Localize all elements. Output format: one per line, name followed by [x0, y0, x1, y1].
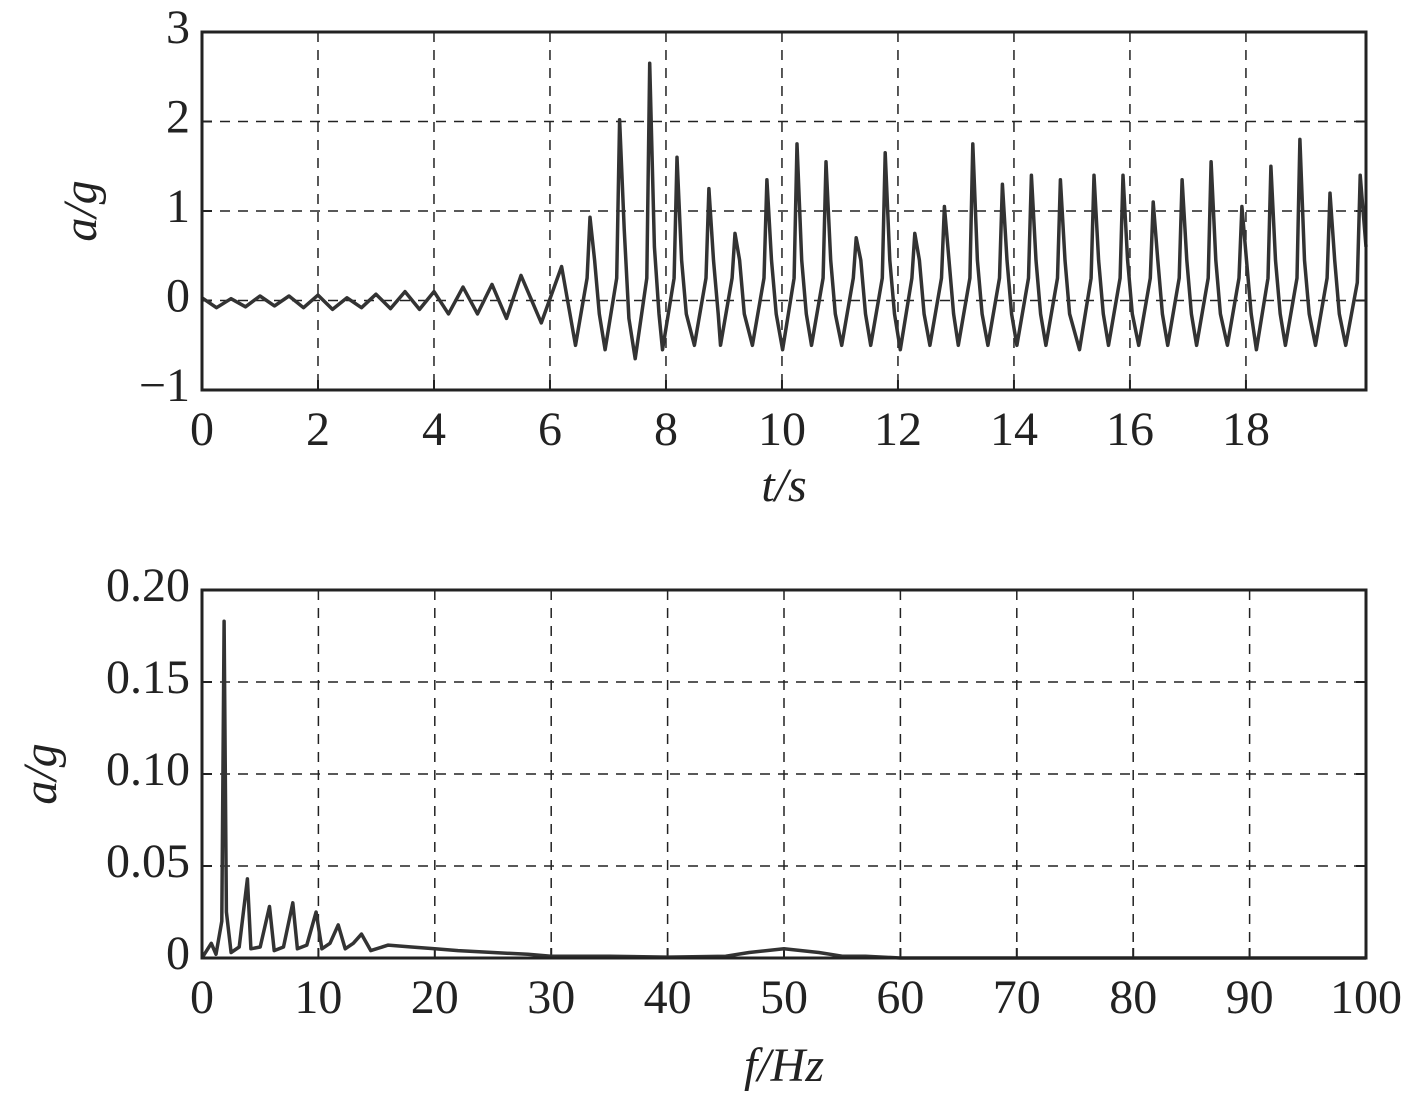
x-tick-label: 70: [993, 971, 1041, 1024]
x-tick-label: 6: [538, 403, 562, 456]
plot-frame: [200, 588, 1368, 960]
x-tick-label: 18: [1222, 403, 1270, 456]
y-tick-label: 0.15: [106, 651, 190, 704]
y-axis-label: a/g: [14, 743, 67, 804]
y-tick-label: 0.20: [106, 559, 190, 612]
x-axis-label: f/Hz: [744, 1039, 824, 1092]
y-tick-label: 0.05: [106, 835, 190, 888]
x-axis-label: t/s: [761, 459, 806, 512]
x-tick-label: 2: [306, 403, 330, 456]
x-tick-label: 100: [1330, 971, 1402, 1024]
y-tick-label: 0: [166, 270, 190, 323]
y-tick-label: 0: [166, 927, 190, 980]
x-tick-label: 4: [422, 403, 446, 456]
y-axis-label: a/g: [54, 180, 107, 241]
y-tick-label: 1: [166, 180, 190, 233]
x-tick-label: 0: [190, 971, 214, 1024]
x-tick-label: 8: [654, 403, 678, 456]
x-tick-label: 10: [294, 971, 342, 1024]
data-line: [201, 61, 1368, 361]
x-tick-label: 0: [190, 403, 214, 456]
data-line: [200, 619, 1366, 960]
y-tick-label: 3: [166, 1, 190, 54]
x-tick-label: 90: [1226, 971, 1274, 1024]
x-tick-label: 20: [411, 971, 459, 1024]
x-tick-label: 80: [1109, 971, 1157, 1024]
x-tick-label: 40: [644, 971, 692, 1024]
x-tick-label: 10: [758, 403, 806, 456]
y-tick-label: 0.10: [106, 743, 190, 796]
x-tick-label: 14: [990, 403, 1038, 456]
x-tick-label: 12: [874, 403, 922, 456]
y-tick-label: −1: [139, 359, 190, 412]
x-tick-label: 16: [1106, 403, 1154, 456]
y-tick-label: 2: [166, 91, 190, 144]
plot-frame: [200, 30, 1368, 392]
x-tick-label: 30: [527, 971, 575, 1024]
x-tick-label: 50: [760, 971, 808, 1024]
x-tick-label: 60: [876, 971, 924, 1024]
